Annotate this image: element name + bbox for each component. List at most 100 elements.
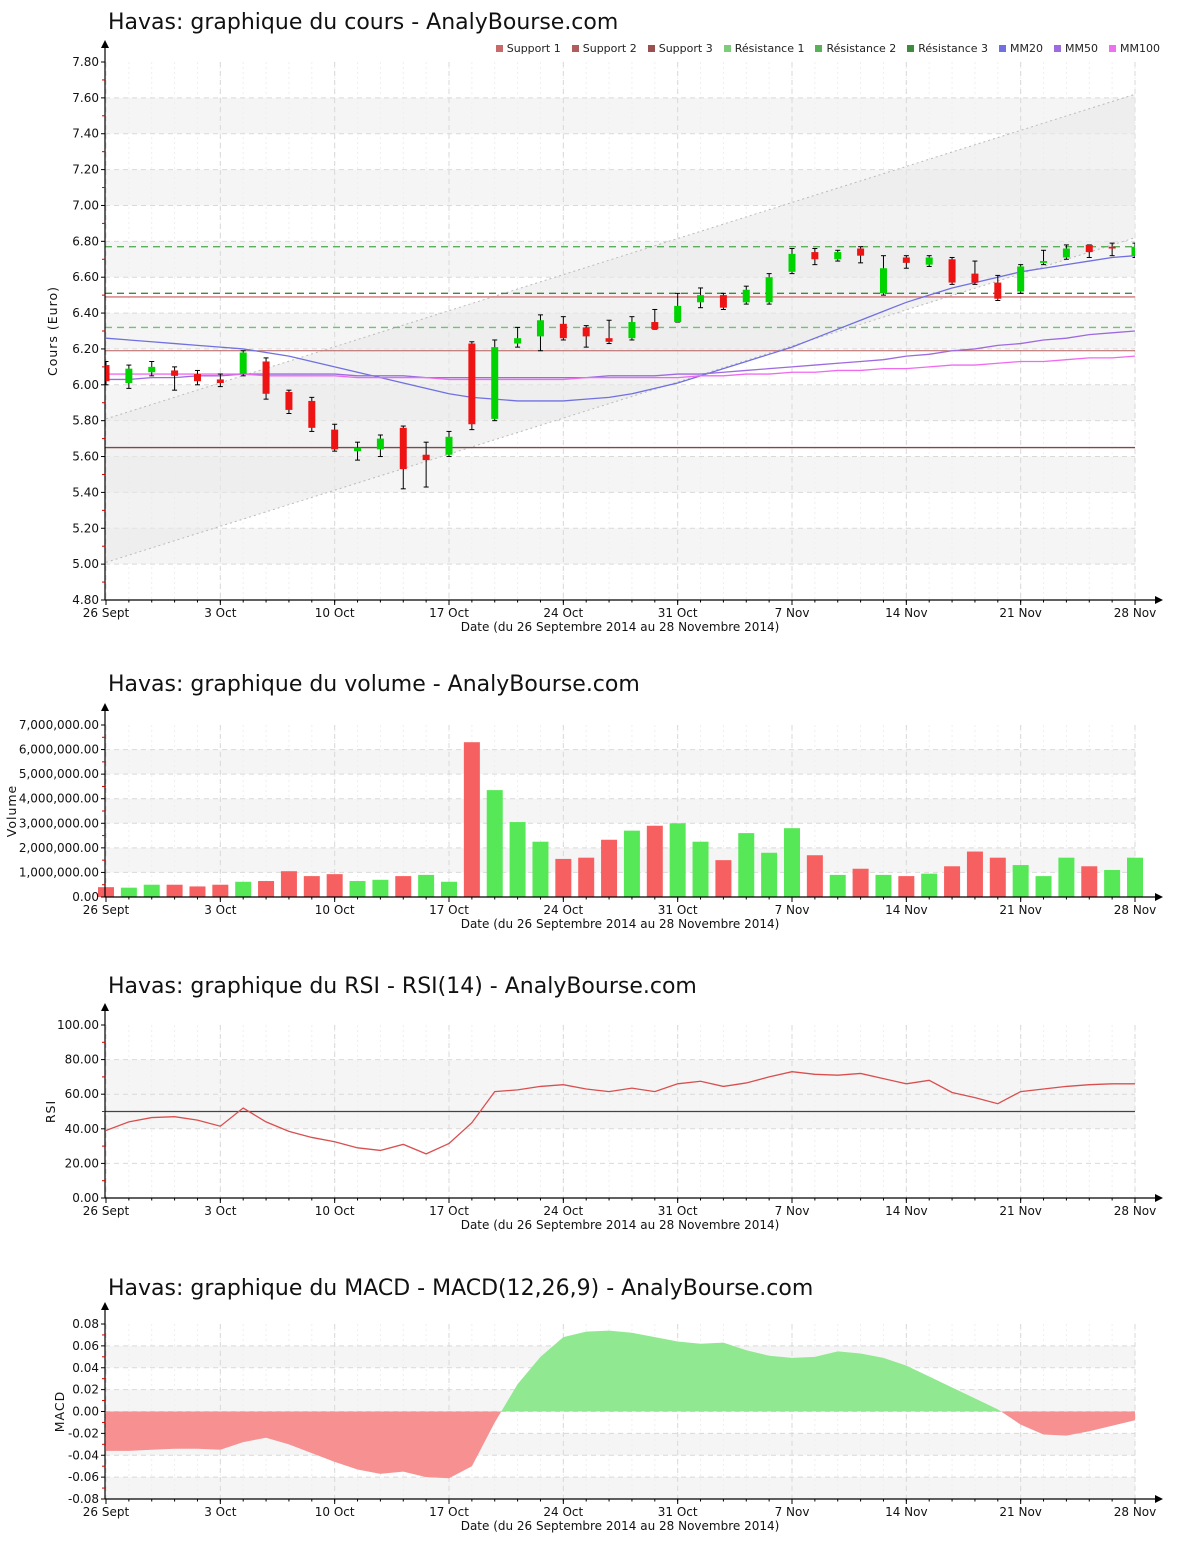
candlestick <box>994 282 1002 299</box>
legend-color-swatch <box>723 45 731 52</box>
candlestick <box>285 391 293 410</box>
volume-chart-title: Havas: graphique du volume - AnalyBourse… <box>108 672 640 697</box>
candlestick <box>171 370 179 376</box>
svg-text:24 Oct: 24 Oct <box>543 1204 583 1218</box>
candlestick <box>536 320 544 337</box>
candlestick <box>834 252 842 260</box>
svg-text:10 Oct: 10 Oct <box>315 1204 355 1218</box>
svg-text:2,000,000.00: 2,000,000.00 <box>19 841 99 855</box>
candlestick <box>491 347 499 419</box>
candlestick <box>971 273 979 283</box>
legend-label: Résistance 1 <box>734 42 805 55</box>
volume-bar <box>966 851 983 897</box>
svg-text:21 Nov: 21 Nov <box>999 606 1042 620</box>
volume-bar <box>898 876 915 897</box>
legend-item-mm20: MM20 <box>999 42 1043 55</box>
legend-color-swatch <box>999 45 1007 52</box>
svg-text:0.08: 0.08 <box>72 1317 99 1331</box>
volume-bar <box>1012 865 1029 897</box>
volume-bar <box>120 887 137 897</box>
svg-text:7,000,000.00: 7,000,000.00 <box>19 718 99 732</box>
candlestick <box>308 400 316 428</box>
legend-label: MM100 <box>1120 42 1160 55</box>
svg-text:7.60: 7.60 <box>72 91 99 105</box>
svg-text:4,000,000.00: 4,000,000.00 <box>19 792 99 806</box>
legend-item-support-3: Support 3 <box>647 42 713 55</box>
candlestick <box>125 368 133 384</box>
candlestick <box>354 447 362 452</box>
svg-text:0.00: 0.00 <box>72 1191 99 1205</box>
legend-color-swatch <box>647 45 655 52</box>
legend-item-résistance-1: Résistance 1 <box>723 42 805 55</box>
svg-text:28 Nov: 28 Nov <box>1114 903 1157 917</box>
volume-bar <box>212 884 229 897</box>
svg-text:28 Nov: 28 Nov <box>1114 1204 1157 1218</box>
svg-text:-0.04: -0.04 <box>68 1448 99 1462</box>
legend-label: Résistance 3 <box>918 42 989 55</box>
svg-text:5.80: 5.80 <box>72 414 99 428</box>
candlestick <box>239 352 247 375</box>
volume-bar <box>738 833 755 897</box>
candlestick <box>948 259 956 283</box>
legend-item-résistance-2: Résistance 2 <box>815 42 896 55</box>
candlestick <box>216 379 224 384</box>
candlestick <box>193 374 201 382</box>
volume-bar <box>98 887 114 897</box>
volume-bar <box>258 881 275 897</box>
volume-bar <box>715 860 732 897</box>
svg-text:31 Oct: 31 Oct <box>658 606 698 620</box>
macd-area-negative <box>106 1411 1135 1479</box>
svg-text:10 Oct: 10 Oct <box>315 606 355 620</box>
volume-bar <box>921 873 938 897</box>
candlestick <box>811 252 819 260</box>
ma-line-mm50 <box>106 330 1135 381</box>
candlestick <box>651 322 659 330</box>
svg-text:14 Nov: 14 Nov <box>885 1505 928 1519</box>
volume-bar <box>189 886 206 897</box>
candlestick <box>331 429 339 450</box>
candlestick <box>1085 244 1093 253</box>
legend-label: MM50 <box>1065 42 1099 55</box>
svg-text:6.20: 6.20 <box>72 342 99 356</box>
svg-text:24 Oct: 24 Oct <box>543 1505 583 1519</box>
svg-text:20.00: 20.00 <box>65 1156 99 1170</box>
legend-item-mm100: MM100 <box>1109 42 1160 55</box>
svg-text:14 Nov: 14 Nov <box>885 1204 928 1218</box>
svg-text:7 Nov: 7 Nov <box>775 903 810 917</box>
legend-item-support-1: Support 1 <box>495 42 561 55</box>
svg-text:7.00: 7.00 <box>72 198 99 212</box>
volume-bar <box>463 742 480 897</box>
volume-bar <box>235 881 252 897</box>
volume-chart: 7,000,000.00 6,000,000.00 5,000,000.00 4,00… <box>4 703 1163 931</box>
candlestick <box>857 248 865 256</box>
candlestick <box>742 289 750 303</box>
candlestick <box>925 257 933 265</box>
svg-text:21 Nov: 21 Nov <box>999 903 1042 917</box>
legend-color-swatch <box>815 45 823 52</box>
svg-text:3 Oct: 3 Oct <box>204 606 236 620</box>
svg-text:80.00: 80.00 <box>65 1053 99 1067</box>
candlestick <box>445 436 453 455</box>
svg-text:Volume: Volume <box>4 785 19 838</box>
svg-text:MACD: MACD <box>52 1391 67 1432</box>
svg-text:6.00: 6.00 <box>72 378 99 392</box>
candlestick <box>1017 266 1025 292</box>
legend-color-swatch <box>1109 45 1117 52</box>
svg-text:RSI: RSI <box>43 1100 58 1123</box>
candlestick <box>376 438 384 450</box>
volume-bar <box>418 874 435 897</box>
rsi-chart-title: Havas: graphique du RSI - RSI(14) - Anal… <box>108 974 697 999</box>
candlestick <box>514 338 522 344</box>
svg-text:7.20: 7.20 <box>72 163 99 177</box>
svg-text:21 Nov: 21 Nov <box>999 1204 1042 1218</box>
svg-text:3,000,000.00: 3,000,000.00 <box>19 816 99 830</box>
volume-bar <box>852 868 869 897</box>
volume-bar <box>1081 866 1098 897</box>
volume-bar <box>806 855 823 897</box>
svg-text:40.00: 40.00 <box>65 1122 99 1136</box>
svg-text:17 Oct: 17 Oct <box>429 606 469 620</box>
svg-text:0.06: 0.06 <box>72 1339 99 1353</box>
